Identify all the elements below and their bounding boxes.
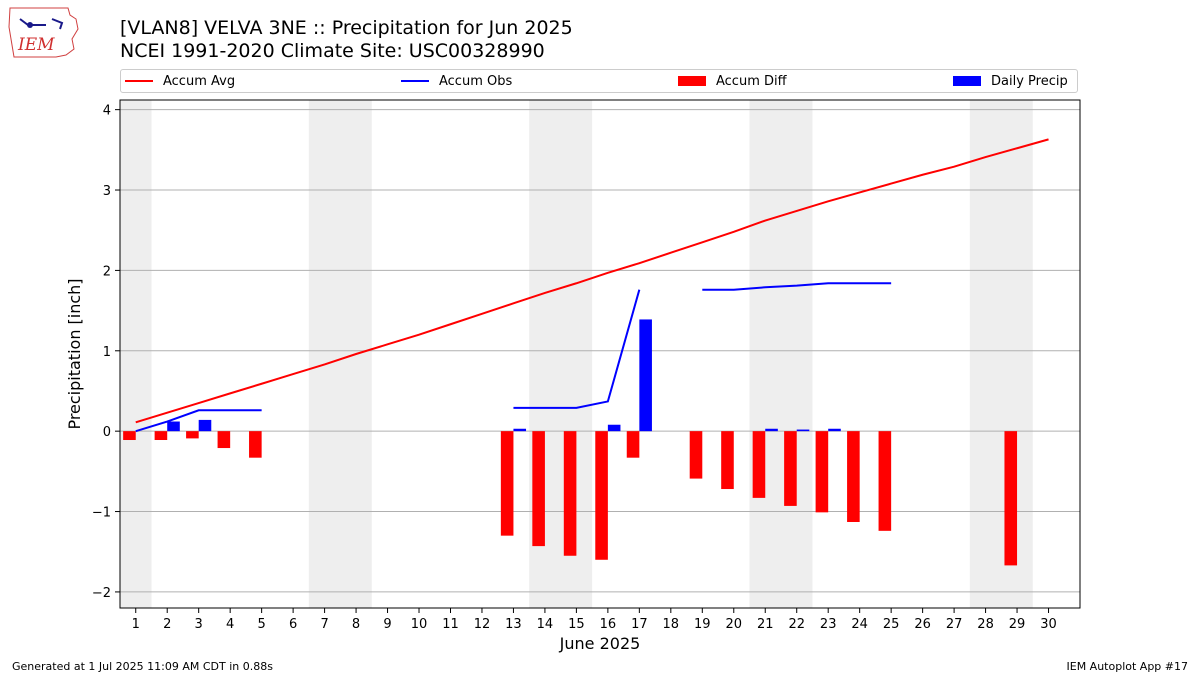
daily-precip-bar <box>167 421 180 432</box>
legend-swatch-daily-precip <box>953 76 981 86</box>
legend-label-accum-diff: Accum Diff <box>716 73 787 89</box>
x-tick-label: 14 <box>537 617 554 632</box>
x-tick-label: 18 <box>663 617 680 632</box>
x-tick-label: 29 <box>1009 617 1026 632</box>
x-tick-label: 6 <box>289 617 297 632</box>
weekend-shade-2 <box>308 100 372 608</box>
accum-diff-bar <box>784 431 797 506</box>
accum-diff-bar <box>721 431 734 490</box>
x-tick-label: 3 <box>195 617 203 632</box>
y-tick-label: −1 <box>92 506 111 521</box>
x-tick-label: 28 <box>977 617 994 632</box>
x-tick-label: 27 <box>946 617 963 632</box>
y-tick-label: 4 <box>103 104 111 119</box>
accum-diff-bar <box>563 431 577 556</box>
accum-obs-line <box>702 282 892 291</box>
x-tick-label: 1 <box>132 617 140 632</box>
y-tick-label: 1 <box>103 345 111 360</box>
accum-diff-bar <box>689 431 703 479</box>
legend-label-accum-avg: Accum Avg <box>163 73 236 89</box>
x-tick-label: 2 <box>163 617 171 632</box>
chart-subtitle: NCEI 1991-2020 Climate Site: USC00328990 <box>120 40 545 62</box>
y-tick-label: −2 <box>92 586 111 601</box>
x-tick-label: 17 <box>631 617 648 632</box>
chart-title: [VLAN8] VELVA 3NE :: Precipitation for J… <box>120 17 573 39</box>
daily-precip-bar <box>607 424 621 432</box>
accum-diff-bar <box>123 431 136 441</box>
legend-swatch-accum-obs <box>401 80 429 82</box>
x-tick-label: 21 <box>757 617 774 632</box>
accum-avg-line <box>135 138 1049 424</box>
accum-diff-bar <box>626 431 640 458</box>
x-tick-label: 30 <box>1040 617 1057 632</box>
x-tick-label: 15 <box>568 617 585 632</box>
legend-swatch-accum-avg <box>125 80 153 82</box>
legend: Accum Avg Accum Obs Accum Diff Daily Pre… <box>120 69 1078 93</box>
x-tick-label: 16 <box>600 617 617 632</box>
x-tick-label: 20 <box>725 617 742 632</box>
accum-diff-bar <box>847 431 860 522</box>
x-tick-label: 23 <box>820 617 837 632</box>
daily-precip-bar <box>198 419 212 432</box>
legend-item-accum-obs: Accum Obs <box>401 73 512 89</box>
legend-swatch-accum-diff <box>678 76 706 86</box>
y-tick-label: 2 <box>103 264 111 279</box>
x-tick-label: 4 <box>226 617 234 632</box>
accum-diff-bar <box>532 431 545 547</box>
x-axis-label: June 2025 <box>559 634 641 653</box>
accum-diff-bar <box>815 431 829 513</box>
weekend-shade-4 <box>749 100 813 608</box>
x-tick-label: 8 <box>352 617 360 632</box>
y-axis-label: Precipitation [inch] <box>65 278 84 429</box>
daily-precip-bar <box>765 428 778 432</box>
footer-generated: Generated at 1 Jul 2025 11:09 AM CDT in … <box>12 660 273 673</box>
x-tick-label: 22 <box>788 617 805 632</box>
legend-item-accum-diff: Accum Diff <box>678 73 787 89</box>
legend-item-accum-avg: Accum Avg <box>125 73 235 89</box>
plot-frame <box>119 99 1081 609</box>
weekend-shade-1 <box>120 100 152 608</box>
accum-diff-bar <box>154 431 168 441</box>
accum-diff-bar <box>500 431 514 536</box>
accum-diff-bar <box>878 431 892 531</box>
accum-diff-bar <box>186 431 199 439</box>
daily-precip-bar <box>639 319 652 432</box>
x-tick-label: 9 <box>383 617 391 632</box>
daily-precip-bar <box>513 428 527 432</box>
y-tick-label: 3 <box>103 184 111 199</box>
accum-diff-bar <box>752 431 766 498</box>
iem-logo: IEM <box>6 5 82 63</box>
weekend-shade-5 <box>969 100 1033 608</box>
x-tick-label: 13 <box>505 617 522 632</box>
x-tick-label: 19 <box>694 617 711 632</box>
y-tick-label: 0 <box>103 425 111 440</box>
daily-precip-bar <box>796 429 810 432</box>
accum-diff-bar <box>249 431 262 458</box>
legend-label-accum-obs: Accum Obs <box>439 73 513 89</box>
accum-diff-bar <box>595 431 608 560</box>
x-tick-label: 25 <box>883 617 900 632</box>
x-tick-label: 10 <box>411 617 428 632</box>
footer-app-id: IEM Autoplot App #17 <box>1066 660 1189 673</box>
x-tick-label: 11 <box>442 617 459 632</box>
daily-precip-bar <box>828 428 841 432</box>
x-tick-label: 5 <box>257 617 265 632</box>
accum-diff-bar <box>1004 431 1018 566</box>
accum-obs-line <box>135 409 262 433</box>
x-tick-label: 24 <box>851 617 868 632</box>
accum-diff-bar <box>217 431 231 449</box>
legend-label-daily-precip: Daily Precip <box>991 73 1068 89</box>
x-tick-label: 12 <box>474 617 491 632</box>
x-tick-label: 7 <box>320 617 328 632</box>
legend-item-daily-precip: Daily Precip <box>953 73 1068 89</box>
accum-obs-line <box>513 289 641 409</box>
svg-text:IEM: IEM <box>17 35 55 55</box>
x-tick-label: 26 <box>914 617 931 632</box>
